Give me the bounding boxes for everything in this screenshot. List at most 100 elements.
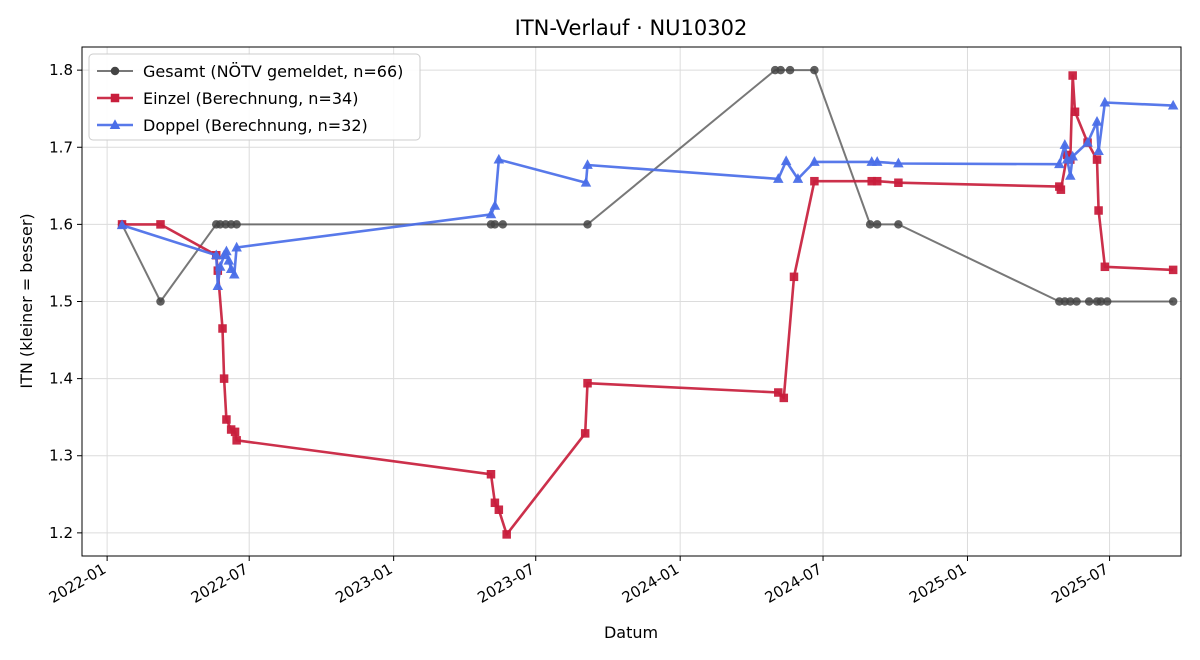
data-point-marker xyxy=(493,153,505,164)
x-tick-label: 2024-07 xyxy=(762,560,825,607)
data-point-marker xyxy=(214,261,226,271)
data-point-marker xyxy=(865,220,875,229)
data-point-marker xyxy=(490,220,500,229)
data-point-marker xyxy=(779,393,789,403)
data-point-marker xyxy=(221,245,232,256)
data-point-marker xyxy=(229,268,240,279)
data-point-marker xyxy=(792,173,804,183)
data-point-marker xyxy=(1082,136,1093,147)
legend-label: Doppel (Berechnung, n=32) xyxy=(143,116,368,135)
legend-item: Einzel (Berechnung, n=34) xyxy=(97,89,358,108)
data-point-marker xyxy=(110,66,120,76)
data-point-marker xyxy=(1168,265,1178,275)
data-point-marker xyxy=(785,65,795,75)
series-layer xyxy=(116,65,1179,539)
data-point-marker xyxy=(871,156,883,166)
data-point-marker xyxy=(490,498,500,508)
x-tick-label: 2025-07 xyxy=(1048,560,1111,607)
x-tick-label: 2025-01 xyxy=(906,560,969,607)
data-point-marker xyxy=(1167,99,1179,110)
y-tick-label: 1.4 xyxy=(49,370,73,388)
data-point-marker xyxy=(582,159,593,169)
series-0 xyxy=(117,65,1178,306)
data-point-marker xyxy=(232,220,241,229)
data-point-marker xyxy=(1061,153,1073,164)
data-point-marker xyxy=(231,241,242,252)
grid xyxy=(82,47,1181,556)
data-point-marker xyxy=(583,220,592,229)
data-point-marker xyxy=(1091,116,1103,126)
data-point-marker xyxy=(223,254,235,265)
data-point-marker xyxy=(809,156,820,166)
data-point-marker xyxy=(1099,96,1111,107)
legend-item: Doppel (Berechnung, n=32) xyxy=(97,116,368,135)
data-point-marker xyxy=(1059,139,1071,149)
data-point-marker xyxy=(156,297,165,306)
legend-label: Gesamt (NÖTV gemeldet, n=66) xyxy=(143,62,403,81)
x-tick-label: 2024-01 xyxy=(619,560,682,607)
x-tick-label: 2023-01 xyxy=(332,560,395,607)
data-point-marker xyxy=(773,173,784,183)
data-point-marker xyxy=(486,470,496,479)
data-point-marker xyxy=(580,176,592,187)
data-point-marker xyxy=(494,505,504,514)
data-point-marker xyxy=(156,220,165,229)
legend-box xyxy=(88,53,421,141)
y-tick-label: 1.6 xyxy=(49,215,73,233)
data-point-marker xyxy=(110,93,120,103)
legend-label: Einzel (Berechnung, n=34) xyxy=(143,89,358,108)
y-tick-label: 1.7 xyxy=(49,138,73,156)
data-point-marker xyxy=(1093,145,1104,156)
data-point-marker xyxy=(1066,297,1075,306)
legend-item: Gesamt (NÖTV gemeldet, n=66) xyxy=(97,62,403,81)
y-tick-label: 1.8 xyxy=(49,61,73,79)
data-point-marker xyxy=(1054,158,1065,169)
data-point-marker xyxy=(894,178,903,187)
data-point-marker xyxy=(218,324,227,333)
y-tick-label: 1.3 xyxy=(49,447,73,465)
data-point-marker xyxy=(1072,297,1081,306)
data-point-marker xyxy=(1096,297,1106,306)
data-point-marker xyxy=(1100,262,1110,272)
data-point-marker xyxy=(810,176,819,186)
data-point-marker xyxy=(872,176,882,186)
data-point-marker xyxy=(230,427,240,437)
data-point-marker xyxy=(1056,185,1066,194)
data-point-marker xyxy=(1094,206,1103,215)
data-point-marker xyxy=(1065,170,1076,180)
data-point-marker xyxy=(109,119,121,129)
x-tick-label: 2022-01 xyxy=(46,560,109,607)
data-point-marker xyxy=(776,65,785,75)
x-tick-label: 2023-07 xyxy=(474,560,537,607)
data-point-marker xyxy=(583,378,592,388)
data-point-marker xyxy=(810,65,819,75)
x-tick-label: 2022-07 xyxy=(188,560,251,607)
data-point-marker xyxy=(485,208,497,219)
data-point-marker xyxy=(1067,150,1078,161)
y-axis: 1.2 1.3 1.4 1.5 1.6 1.7 1.8 xyxy=(49,61,82,542)
data-point-marker xyxy=(894,220,903,229)
data-point-marker xyxy=(498,220,508,229)
series-line xyxy=(122,74,1174,536)
data-point-marker xyxy=(893,157,904,168)
data-point-marker xyxy=(1084,297,1094,306)
data-point-marker xyxy=(789,272,799,282)
data-point-marker xyxy=(1070,107,1080,117)
data-point-marker xyxy=(1168,297,1178,306)
legend: Gesamt (NÖTV gemeldet, n=66) Einzel (Bere… xyxy=(88,53,421,141)
data-point-marker xyxy=(872,220,882,229)
y-tick-label: 1.2 xyxy=(49,524,73,542)
x-axis-title: Datum xyxy=(604,623,658,642)
data-point-marker xyxy=(219,374,229,383)
data-point-marker xyxy=(489,200,501,210)
data-point-marker xyxy=(1092,155,1102,164)
data-point-marker xyxy=(502,530,511,539)
chart-title: ITN-Verlauf · NU10302 xyxy=(515,16,748,40)
data-point-marker xyxy=(1068,71,1077,80)
series-2 xyxy=(116,96,1179,291)
data-point-marker xyxy=(867,176,876,186)
data-point-marker xyxy=(210,249,222,260)
data-point-marker xyxy=(212,280,224,291)
data-point-marker xyxy=(232,436,241,445)
